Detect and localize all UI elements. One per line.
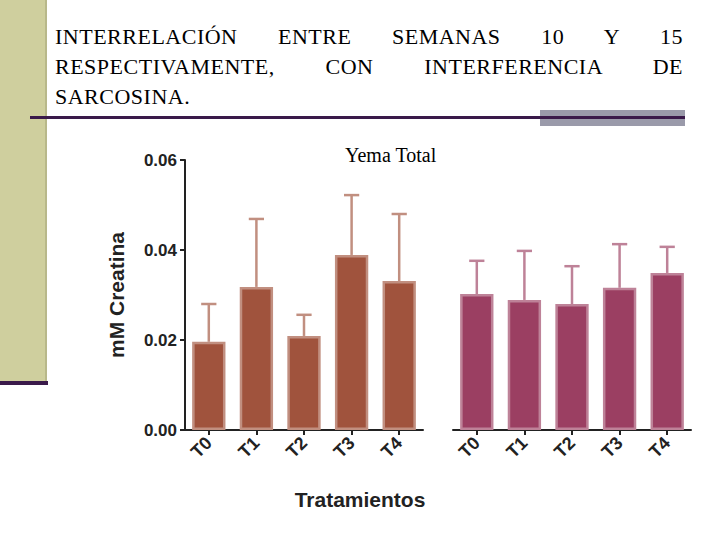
- svg-text:0.00: 0.00: [144, 421, 177, 440]
- svg-text:0.04: 0.04: [144, 241, 178, 260]
- svg-text:T1: T1: [234, 433, 263, 462]
- svg-text:T2: T2: [282, 433, 311, 462]
- svg-text:T3: T3: [330, 433, 359, 462]
- svg-text:T0: T0: [455, 433, 484, 462]
- svg-text:0.06: 0.06: [144, 151, 177, 170]
- svg-text:T4: T4: [377, 433, 406, 462]
- html-text:INTERRELACIÓN ENTRE SEMANAS 10: INTERRELACIÓN ENTRE SEMANAS 10 Y 15 RESP…: [55, 24, 683, 109]
- svg-text:T3: T3: [598, 433, 627, 462]
- svg-text:T0: T0: [187, 433, 216, 462]
- svg-text:Tratamientos: Tratamientos: [295, 488, 426, 511]
- svg-text:T2: T2: [550, 433, 579, 462]
- svg-text:mM Creatina: mM Creatina: [105, 232, 128, 358]
- svg-text:T4: T4: [645, 433, 674, 462]
- svg-text:0.02: 0.02: [144, 331, 177, 350]
- svg-text:T1: T1: [502, 433, 531, 462]
- svg-text:Yema Total: Yema Total: [345, 144, 437, 166]
